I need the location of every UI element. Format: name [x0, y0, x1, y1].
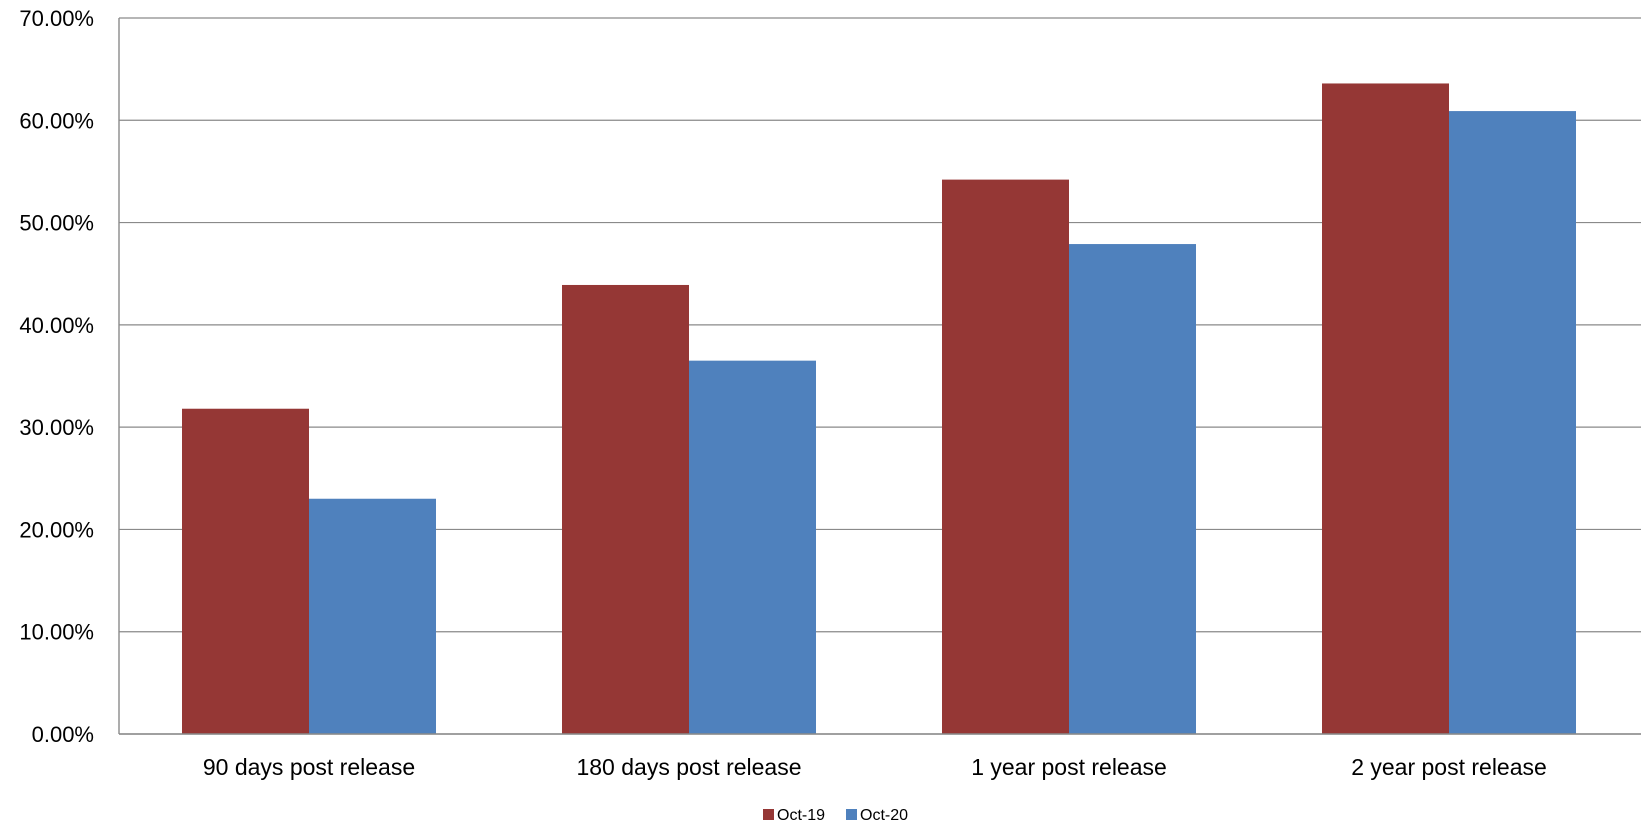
bar-oct-20 — [689, 360, 816, 734]
bars — [182, 83, 1576, 734]
bar-oct-19 — [1322, 83, 1449, 734]
bar-oct-19 — [562, 284, 689, 734]
bar-oct-20 — [1069, 244, 1196, 734]
legend-swatch — [763, 809, 774, 820]
y-tick-label: 40.00% — [19, 313, 94, 338]
x-tick-label: 1 year post release — [971, 754, 1167, 780]
y-tick-label: 70.00% — [19, 6, 94, 31]
y-tick-label: 50.00% — [19, 211, 94, 236]
legend: Oct-19 Oct-20 — [763, 807, 908, 824]
legend-label: Oct-20 — [860, 807, 908, 824]
bar-oct-20 — [309, 498, 436, 734]
x-tick-label: 90 days post release — [203, 754, 415, 780]
x-tick-label: 180 days post release — [576, 754, 801, 780]
legend-swatch — [846, 809, 857, 820]
bar-oct-19 — [942, 179, 1069, 734]
y-tick-label: 60.00% — [19, 108, 94, 133]
bar-oct-19 — [182, 408, 309, 734]
y-axis-ticks: 0.00% 10.00% 20.00% 30.00% 40.00% 50.00% 60.00… — [19, 6, 94, 747]
x-tick-label: 2 year post release — [1351, 754, 1547, 780]
y-tick-label: 20.00% — [19, 517, 94, 542]
x-axis-ticks: 90 days post release 180 days post releas… — [203, 754, 1547, 780]
legend-label: Oct-19 — [777, 807, 825, 824]
axes — [118, 18, 1641, 735]
y-tick-label: 0.00% — [32, 722, 94, 747]
y-tick-label: 10.00% — [19, 620, 94, 645]
bar-oct-20 — [1449, 111, 1576, 734]
y-tick-label: 30.00% — [19, 415, 94, 440]
